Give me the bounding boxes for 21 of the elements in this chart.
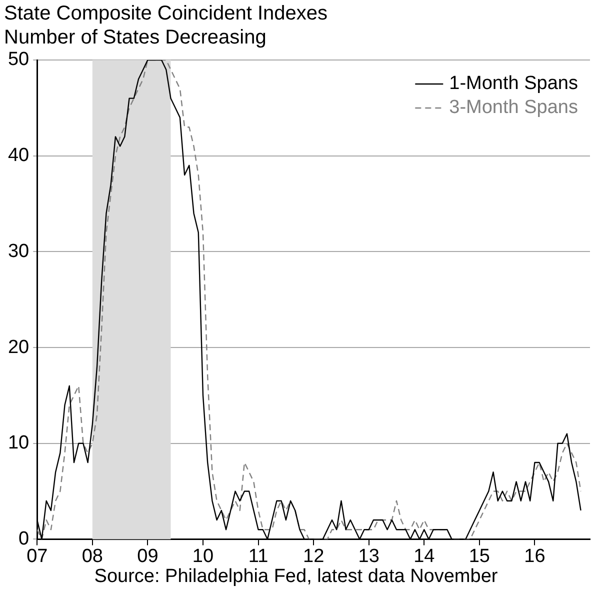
chart-title: State Composite Coincident Indexes [4, 2, 328, 25]
x-tick-label: 11 [248, 546, 268, 567]
legend-label: 3-Month Spans [449, 97, 578, 118]
y-tick-label: 50 [8, 49, 30, 70]
x-tick-label: 09 [137, 546, 158, 567]
x-tick-label: 10 [192, 546, 214, 567]
x-tick-label: 13 [358, 546, 380, 567]
x-tick-label: 07 [26, 546, 48, 567]
chart-subtitle: Number of States Decreasing [4, 26, 266, 49]
legend-label: 1-Month Spans [449, 73, 578, 94]
source-note: Source: Philadelphia Fed, latest data November [93, 566, 499, 588]
x-tick-label: 14 [414, 546, 436, 567]
y-tick-label: 40 [8, 145, 30, 166]
x-tick-label: 08 [82, 546, 103, 567]
x-tick-label: 16 [524, 546, 546, 567]
y-tick-label: 0 [18, 528, 30, 550]
x-tick-label: 12 [302, 546, 324, 567]
x-tick-label: 15 [468, 546, 490, 567]
y-tick-label: 10 [8, 432, 30, 454]
y-tick-label: 20 [8, 336, 30, 358]
y-tick-label: 30 [8, 240, 30, 262]
